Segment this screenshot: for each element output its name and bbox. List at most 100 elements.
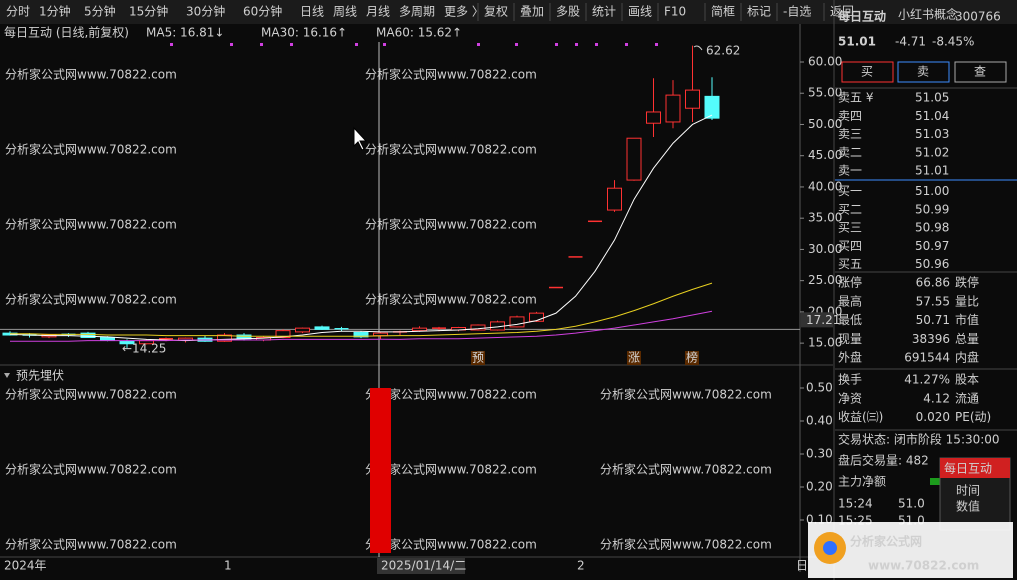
- marker: 预: [472, 351, 484, 365]
- candle-body: [373, 332, 388, 337]
- candle-body: [704, 95, 720, 119]
- change: -4.71: [895, 35, 926, 49]
- period-tab[interactable]: 分时: [6, 5, 30, 19]
- candle-body: [275, 330, 291, 339]
- tool-button[interactable]: 简框: [711, 5, 735, 19]
- trade-button-label[interactable]: 查: [974, 65, 986, 79]
- y-tick-label: 55.00: [808, 86, 842, 100]
- tool-button[interactable]: 统计: [592, 5, 616, 19]
- change-pct: -8.45%: [932, 35, 974, 49]
- tool-button[interactable]: 叠加: [520, 5, 544, 19]
- signal-dot: [230, 43, 233, 46]
- book-price: 50.98: [915, 221, 949, 235]
- period-tab[interactable]: 15分钟: [129, 4, 168, 19]
- popup-item: 数值: [956, 499, 980, 514]
- stat-label: 流通: [955, 391, 979, 405]
- x-axis-label: 日: [796, 559, 808, 573]
- period-tab[interactable]: 多周期: [399, 5, 435, 19]
- y-tick-label: 45.00: [808, 148, 842, 162]
- ma-line: [10, 310, 713, 342]
- tick-time: 15:24: [838, 497, 873, 511]
- stat-label: 量比: [955, 294, 979, 308]
- period-tab[interactable]: 30分钟: [186, 4, 225, 19]
- watermark: 分析家公式网www.70822.com: [5, 67, 177, 82]
- status-line: 交易状态: 闭市阶段 15:30:00: [838, 432, 1000, 447]
- stock-name: 每日互动: [838, 9, 886, 24]
- tool-button[interactable]: 返回: [830, 5, 854, 19]
- watermark: 分析家公式网www.70822.com: [5, 292, 177, 307]
- trade-button[interactable]: [954, 61, 1007, 83]
- logo-flower-center: [823, 541, 837, 555]
- stock-code: 300766: [955, 10, 1001, 24]
- y-tick-label: 0.30: [806, 447, 833, 461]
- stat-label: 市值: [955, 312, 979, 327]
- marker-box: [627, 351, 641, 365]
- tick-price: 51.0: [898, 497, 925, 511]
- signal-dot: [595, 43, 598, 46]
- tool-button[interactable]: -自选: [783, 5, 811, 19]
- book-level: 买一: [838, 184, 862, 198]
- book-level: 卖三: [838, 127, 862, 141]
- candle-body: [509, 316, 525, 328]
- candle-body: [119, 340, 135, 345]
- y-tick-label: 40.00: [808, 179, 842, 193]
- indicator-legend: MA60: 15.62↑: [376, 26, 462, 40]
- period-tab[interactable]: 1分钟: [39, 4, 71, 19]
- book-price: 51.02: [915, 145, 949, 159]
- y-tick-label: 25.00: [808, 273, 842, 287]
- candle-body: [529, 312, 544, 322]
- period-tab[interactable]: 更多 〉: [444, 5, 484, 19]
- status-line: 主力净额: [838, 475, 886, 489]
- y-tick-label: 15.00: [808, 336, 842, 350]
- candle-body: [353, 332, 369, 338]
- signal-dot: [260, 43, 263, 46]
- y-tick-label: 35.00: [808, 211, 842, 225]
- tool-button[interactable]: 标记: [747, 5, 771, 19]
- signal-bar: [370, 388, 391, 553]
- period-tab[interactable]: 周线: [333, 5, 357, 19]
- y-tick-label: 0.50: [806, 381, 833, 395]
- watermark: 分析家公式网www.70822.com: [5, 537, 177, 552]
- tool-button[interactable]: 多股: [556, 5, 580, 19]
- signal-dot: [575, 43, 578, 46]
- watermark: 分析家公式网www.70822.com: [600, 462, 772, 477]
- trade-button[interactable]: [897, 61, 950, 83]
- marker: 榜: [686, 350, 698, 365]
- candle-body: [80, 332, 96, 339]
- book-level: 买二: [838, 202, 862, 216]
- stat-label: 股本: [955, 373, 979, 387]
- tool-button[interactable]: 复权: [484, 5, 508, 19]
- y-tick-label: 0.20: [806, 480, 833, 494]
- panel-title: 预先埋伏: [16, 369, 64, 383]
- trade-button[interactable]: [841, 61, 894, 83]
- watermark: 分析家公式网www.70822.com: [600, 387, 772, 402]
- stat-value: 691544: [904, 351, 950, 365]
- trade-button-label[interactable]: 买: [861, 65, 873, 79]
- stat-value: 38396: [912, 332, 950, 346]
- watermark: 分析家公式网www.70822.com: [365, 292, 537, 307]
- popup-item: 时间: [956, 484, 980, 498]
- stat-label: 涨停: [838, 275, 862, 290]
- book-level: 买四: [838, 239, 862, 253]
- trade-button-label[interactable]: 卖: [917, 65, 929, 79]
- popup-header: [940, 458, 1010, 478]
- period-tab[interactable]: 日线: [300, 5, 324, 19]
- stat-value: 57.55: [916, 294, 950, 308]
- period-tab[interactable]: 月线: [366, 5, 390, 19]
- candle-body: [295, 327, 310, 333]
- period-tab[interactable]: 60分钟: [243, 4, 282, 19]
- tool-button[interactable]: 画线: [628, 5, 652, 19]
- tool-button[interactable]: F10: [664, 5, 686, 19]
- candle-body: [607, 187, 622, 211]
- marker-box: [471, 351, 485, 365]
- marker-box: [685, 351, 699, 365]
- x-axis-label: 2024年: [4, 559, 47, 573]
- watermark: 分析家公式网www.70822.com: [600, 537, 772, 552]
- period-tab[interactable]: 5分钟: [84, 4, 116, 19]
- book-level: 买三: [838, 221, 862, 235]
- candle-body: [217, 334, 232, 342]
- y-tick-label: 50.00: [808, 117, 842, 131]
- watermark: 分析家公式网www.70822.com: [365, 537, 537, 552]
- stat-label: 现量: [838, 332, 862, 346]
